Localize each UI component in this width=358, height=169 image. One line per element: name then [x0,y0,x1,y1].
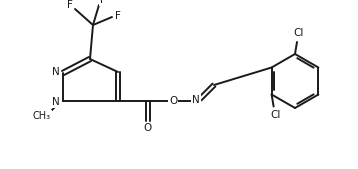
Text: Cl: Cl [270,111,281,120]
Text: F: F [67,0,73,10]
Text: F: F [115,11,121,21]
Text: N: N [52,97,60,107]
Text: N: N [192,95,200,105]
Text: Cl: Cl [294,28,304,38]
Text: F: F [100,0,106,5]
Text: O: O [144,123,152,133]
Text: CH₃: CH₃ [33,111,51,121]
Text: O: O [169,96,177,106]
Text: N: N [52,67,60,77]
